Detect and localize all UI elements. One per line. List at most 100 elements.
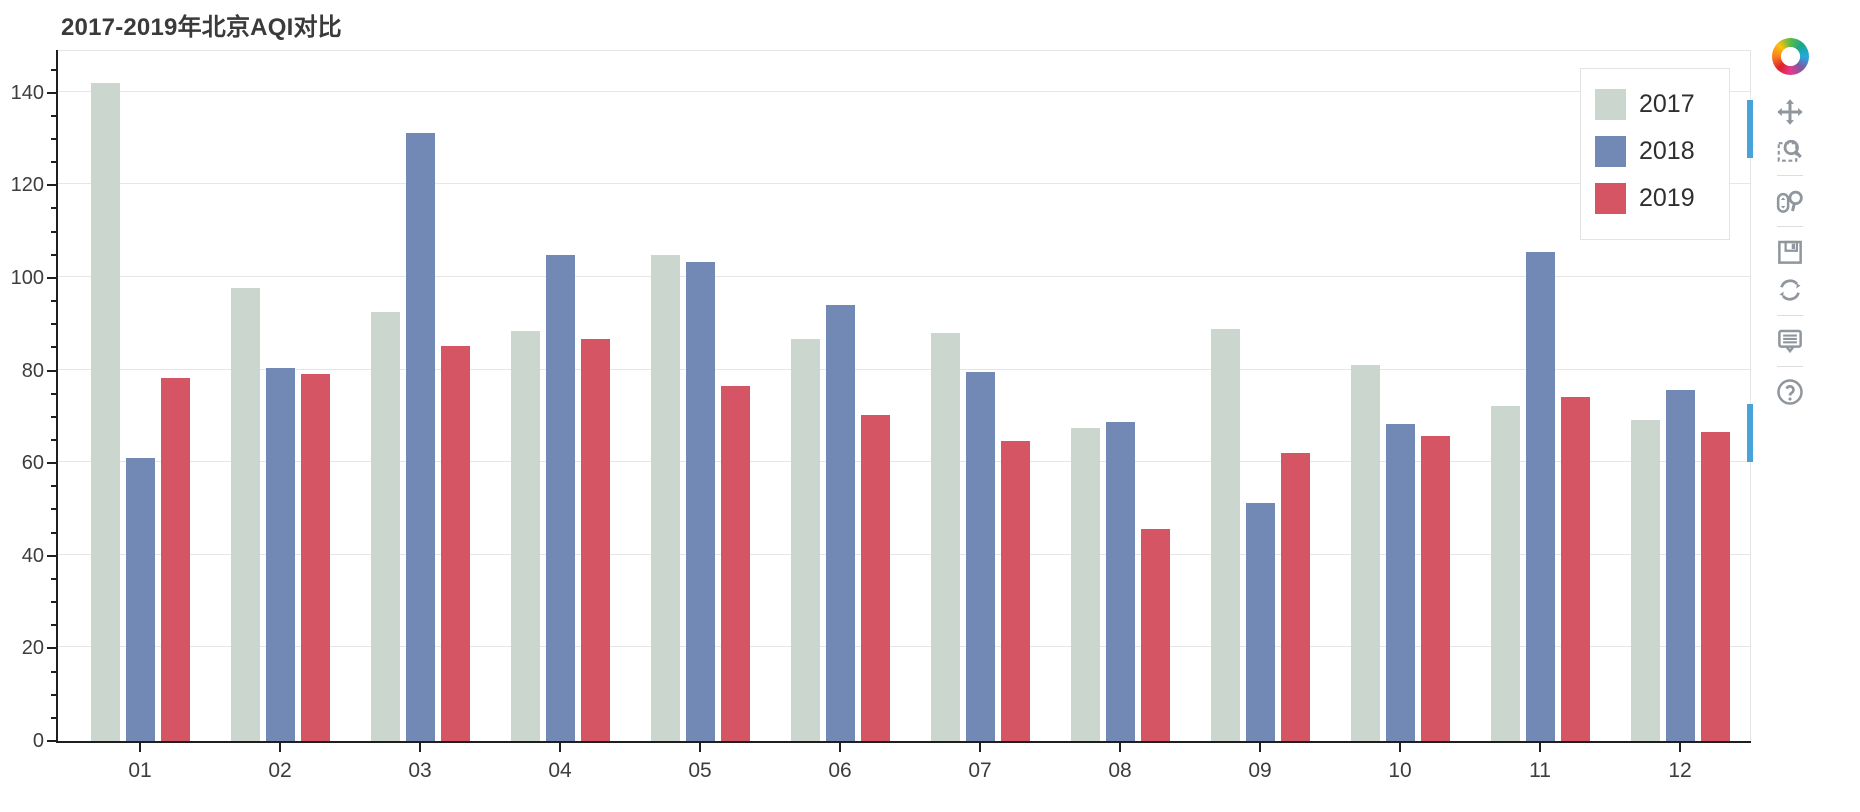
legend-item-2019: 2019: [1595, 175, 1729, 222]
toolbar-separator: [1777, 226, 1803, 227]
x-tick-mark: [1119, 743, 1121, 752]
bar-2017-05: [650, 255, 680, 741]
chart-title: 2017-2019年北京AQI对比: [61, 14, 342, 41]
legend-label: 2018: [1639, 137, 1695, 165]
y-axis-tick: [51, 508, 56, 511]
wheel-zoom-tool-button[interactable]: [1771, 184, 1809, 218]
wheel-zoom-icon: [1775, 186, 1805, 216]
toolbar-separator: [1777, 175, 1803, 176]
x-tick-mark: [839, 743, 841, 752]
y-axis-tick: [51, 323, 56, 326]
bar-2017-11: [1490, 406, 1520, 741]
bar-group-09: [1190, 50, 1330, 741]
box-zoom-tool-button[interactable]: [1771, 133, 1809, 167]
bar-group-06: [770, 50, 910, 741]
x-axis-tick: [770, 743, 910, 752]
bar-2018-09: [1245, 503, 1275, 741]
y-axis-tick: [51, 300, 56, 303]
y-axis-line: [56, 50, 58, 742]
save-tool-button[interactable]: [1771, 235, 1809, 269]
bar-2017-03: [370, 311, 400, 741]
bar-2018-01: [125, 457, 155, 741]
y-axis-tick: [47, 462, 56, 465]
bokeh-logo-icon[interactable]: [1771, 38, 1809, 75]
y-axis-tick: [51, 68, 56, 71]
bar-series-container: [70, 50, 1750, 741]
legend-swatch-2017: [1595, 89, 1626, 120]
bar-group-07: [910, 50, 1050, 741]
toolbar: [1766, 38, 1814, 411]
x-axis-tick: [910, 743, 1050, 752]
y-axis-tick: [51, 438, 56, 441]
pan-tool-button[interactable]: [1771, 95, 1809, 129]
legend: 2017 2018 2019: [1580, 68, 1730, 240]
x-tick-mark: [1259, 743, 1261, 752]
y-tick-label: 20: [21, 637, 44, 660]
bar-2017-07: [930, 333, 960, 741]
legend-item-2018: 2018: [1595, 128, 1729, 175]
hover-tool-button[interactable]: [1771, 324, 1809, 358]
bar-2018-06: [825, 304, 855, 741]
x-tick-mark: [1679, 743, 1681, 752]
y-axis-tick: [51, 624, 56, 627]
y-axis-tick: [51, 346, 56, 349]
y-axis-tick: [51, 137, 56, 140]
x-tick-label-10: 10: [1388, 759, 1412, 782]
bar-2019-11: [1560, 397, 1590, 741]
bar-group-02: [210, 50, 350, 741]
legend-label: 2017: [1639, 90, 1695, 118]
y-axis-tick: [51, 415, 56, 418]
y-axis-tick: [51, 531, 56, 534]
bar-2017-09: [1210, 329, 1240, 741]
bar-2018-03: [405, 132, 435, 741]
hover-active-indicator: [1747, 404, 1753, 462]
x-axis-tick: [1190, 743, 1330, 752]
y-tick-label: 100: [10, 266, 44, 289]
plot-frame-right: [1750, 50, 1751, 741]
bar-2017-08: [1070, 428, 1100, 741]
toolbar-separator: [1777, 366, 1803, 367]
bar-2017-10: [1350, 365, 1380, 741]
bar-2018-11: [1525, 252, 1555, 741]
save-icon: [1775, 237, 1805, 267]
y-axis-tick: [51, 230, 56, 233]
x-axis-line: [56, 741, 1751, 743]
bar-2019-05: [720, 385, 750, 741]
y-axis-tick: [47, 276, 56, 279]
plot-area: [58, 50, 1750, 740]
x-tick-mark: [1399, 743, 1401, 752]
x-tick-mark: [139, 743, 141, 752]
box-zoom-icon: [1775, 135, 1805, 165]
bar-2017-04: [510, 330, 540, 741]
y-axis-tick: [51, 670, 56, 673]
bar-group-04: [490, 50, 630, 741]
y-axis-tick: [51, 601, 56, 604]
x-tick-mark: [979, 743, 981, 752]
help-tool-button[interactable]: [1771, 375, 1809, 409]
y-tick-label: 60: [21, 452, 44, 475]
reset-tool-button[interactable]: [1771, 273, 1809, 307]
x-tick-mark: [279, 743, 281, 752]
x-tick-label-12: 12: [1668, 759, 1692, 782]
x-tick-label-06: 06: [828, 759, 852, 782]
grid-line-40: [58, 553, 1750, 555]
x-axis-tick: [70, 743, 210, 752]
reset-icon: [1775, 275, 1805, 305]
bar-group-05: [630, 50, 770, 741]
x-tick-mark: [419, 743, 421, 752]
bar-2018-02: [265, 368, 295, 741]
x-axis-tick: [1610, 743, 1750, 752]
bar-2019-01: [160, 377, 190, 741]
x-tick-mark: [699, 743, 701, 752]
bar-2017-02: [230, 287, 260, 741]
x-tick-label-09: 09: [1248, 759, 1272, 782]
bar-2019-06: [860, 415, 890, 741]
hover-icon: [1775, 326, 1805, 356]
bar-2019-02: [300, 374, 330, 741]
y-axis-tick: [51, 577, 56, 580]
x-tick-label-04: 04: [548, 759, 572, 782]
x-tick-label-02: 02: [268, 759, 292, 782]
y-axis-tick: [47, 554, 56, 557]
y-tick-label: 0: [32, 730, 44, 752]
x-axis-tick: [1330, 743, 1470, 752]
